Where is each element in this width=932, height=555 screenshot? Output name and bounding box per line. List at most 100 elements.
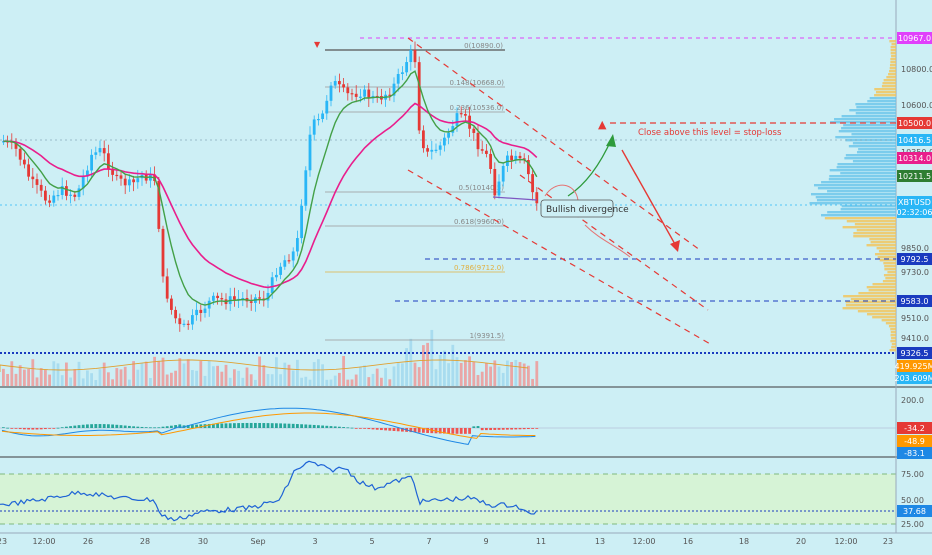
candle-body[interactable] [417,62,421,131]
bullish-divergence-frame[interactable] [540,199,614,218]
candle-body[interactable] [338,81,341,85]
candle-body[interactable] [128,179,131,186]
candle-body[interactable] [497,181,501,196]
candle-body[interactable] [354,93,358,97]
price-tag[interactable] [897,253,932,265]
candle-body[interactable] [203,308,207,313]
volume-tag[interactable] [897,372,932,384]
candle-body[interactable] [102,148,106,154]
price-tag[interactable] [897,134,932,146]
candle-body[interactable] [493,168,497,196]
candle-body[interactable] [90,154,93,171]
candle-body[interactable] [434,149,438,151]
candle-body[interactable] [296,238,299,252]
candle-body[interactable] [56,194,60,197]
candle-body[interactable] [325,100,329,114]
candle-body[interactable] [317,119,320,121]
candle-body[interactable] [77,188,81,197]
candle-body[interactable] [312,119,316,135]
candle-body[interactable] [199,309,203,313]
bearish-path-arrow[interactable] [621,149,680,252]
horizontal-levels[interactable] [0,37,896,354]
candle-body[interactable] [27,164,30,177]
candle-body[interactable] [212,295,215,301]
candle-body[interactable] [119,175,123,179]
candle-body[interactable] [52,195,56,203]
candle-body[interactable] [283,260,287,267]
candle-body[interactable] [191,315,194,325]
macd-tag[interactable] [897,435,932,447]
candle-body[interactable] [23,159,26,165]
price-tag[interactable] [897,170,932,182]
candle-body[interactable] [342,84,345,88]
candle-body[interactable] [86,170,89,177]
candle-body[interactable] [178,318,182,325]
candle-body[interactable] [216,295,219,299]
price-tag[interactable] [897,32,932,44]
candle-body[interactable] [535,192,539,204]
divergence-trendline[interactable] [492,196,538,201]
candle-body[interactable] [65,186,68,196]
candle-body[interactable] [186,323,190,325]
candle-body[interactable] [279,266,282,275]
candle-body[interactable] [510,155,513,161]
candle-body[interactable] [241,298,245,300]
candle-body[interactable] [73,194,77,197]
indicator-axes[interactable]: 200.0 -34.2 -48.9 -83.1 75.00 50.00 25.00 37.68 [897,396,932,529]
candle-body[interactable] [136,178,140,183]
candle-body[interactable] [233,296,236,300]
candle-body[interactable] [430,149,434,152]
price-tag[interactable] [897,295,932,307]
candle-body[interactable] [60,186,64,195]
macd-tag[interactable] [897,422,932,434]
candle-body[interactable] [518,155,522,159]
candle-body[interactable] [501,165,505,182]
candle-body[interactable] [363,89,366,97]
candle-body[interactable] [476,132,480,150]
candle-body[interactable] [447,132,450,138]
candle-body[interactable] [170,298,173,310]
candle-body[interactable] [367,89,371,99]
candle-body[interactable] [275,274,278,278]
rsi-tag[interactable] [897,505,932,517]
candle-body[interactable] [69,194,72,196]
candle-body[interactable] [392,83,396,96]
candle-body[interactable] [396,73,400,84]
candle-body[interactable] [165,276,169,299]
candle-body[interactable] [443,137,446,146]
candle-body[interactable] [333,81,337,86]
candle-body[interactable] [94,152,98,155]
candle-body[interactable] [308,134,312,171]
stop-loss-annotation[interactable]: Close above this level = stop-loss ▲ [598,118,896,138]
candle-body[interactable] [39,184,43,191]
current-price-tag[interactable] [897,196,932,218]
candle-body[interactable] [413,50,417,63]
candle-body[interactable] [266,292,270,301]
price-tag[interactable] [897,347,932,359]
candle-body[interactable] [249,301,253,303]
macd-pane[interactable] [0,407,896,445]
candle-body[interactable] [44,190,47,201]
candle-body[interactable] [300,205,303,239]
candle-body[interactable] [531,174,534,193]
channel-lower-line[interactable] [407,169,713,346]
candle-body[interactable] [195,309,198,316]
candle-body[interactable] [107,153,110,169]
candle-body[interactable] [157,181,161,229]
channel-mid-line[interactable] [519,174,709,311]
macd-tag[interactable] [897,447,932,459]
candle-body[interactable] [220,298,224,300]
candle-body[interactable] [115,174,119,177]
candle-body[interactable] [405,62,408,73]
rsi-pane[interactable] [0,460,896,522]
candle-body[interactable] [346,87,350,94]
price-tag[interactable] [897,152,932,164]
candle-body[interactable] [426,148,429,152]
time-axis[interactable]: 23 12:00 26 28 30 Sep 3 5 7 9 11 13 12:00 16 18 20 12:00… [0,537,893,546]
candle-body[interactable] [480,149,484,151]
price-axis[interactable]: 10800.010600.010350.010075.09850.09730.0… [895,32,932,384]
divergence-curve-2[interactable] [584,224,631,258]
candle-body[interactable] [401,72,404,74]
candle-body[interactable] [35,179,39,185]
